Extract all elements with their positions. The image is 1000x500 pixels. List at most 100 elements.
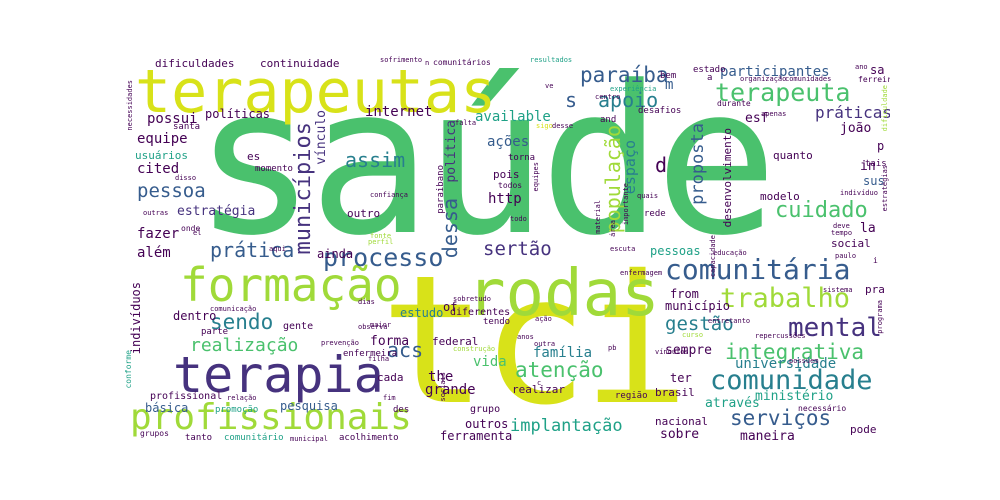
word-tais: tais <box>865 159 887 169</box>
word-realizacao: realização <box>190 335 299 356</box>
word-paraibano: paraibano <box>436 165 446 214</box>
word-material: material <box>594 200 602 234</box>
word-centro: centro <box>595 93 621 101</box>
word-quais: quais <box>637 192 659 200</box>
word-vinculo: vínculo <box>314 110 329 165</box>
word-terapia: terapia <box>173 346 384 404</box>
word-social: social <box>831 237 871 250</box>
word-m: m <box>665 77 674 93</box>
word-pratica: prática <box>210 238 295 262</box>
word-regiao: região <box>615 391 648 401</box>
word-promocao: promoção <box>215 405 259 415</box>
word-quanto: quanto <box>773 149 813 162</box>
word-i: i <box>873 256 878 265</box>
word-pb: pb <box>608 344 617 352</box>
word-outro: outro <box>347 207 381 220</box>
word-durante: durante <box>717 99 751 108</box>
word-in: in <box>860 159 876 174</box>
word-sobre: sobre <box>660 427 700 442</box>
word-sobretudo: sobretudo <box>453 295 491 303</box>
word-pra: pra <box>865 283 885 296</box>
word-tci: tci <box>380 237 689 444</box>
word-sus: sus <box>863 174 885 188</box>
word-grupo: grupo <box>470 404 501 415</box>
word-necessario: necessário <box>798 404 847 413</box>
word-sa: sa <box>870 63 885 77</box>
word-atencao: atenção <box>515 358 604 382</box>
word-familia: família <box>533 345 593 361</box>
word-pode: pode <box>850 423 877 436</box>
word-tempo: tempo <box>831 229 853 237</box>
word-politicas: políticas <box>205 107 271 121</box>
word-forma: forma <box>370 334 410 349</box>
word-paraiba: paraíba <box>580 63 669 87</box>
word-fazer: fazer <box>137 226 180 242</box>
word-relacao: relação <box>227 394 257 402</box>
word-the: the <box>428 369 454 385</box>
word-servicos: serviços <box>730 406 832 430</box>
word-aqui: aqui <box>269 245 286 253</box>
word-terapeutas: terapeutas <box>135 57 497 127</box>
word-desenvolvimento: desenvolvimento <box>721 128 734 228</box>
word-bem: bem <box>660 71 677 81</box>
word-ainda: ainda <box>317 247 354 261</box>
word-fim: fim <box>383 394 396 402</box>
word-sertao: sertão <box>483 238 552 260</box>
word-federal: federal <box>432 335 479 348</box>
word-parte: parte <box>201 327 229 337</box>
word-es: es <box>247 150 261 163</box>
word-pessoas: pessoas <box>650 244 701 258</box>
word-sigo: sigo <box>536 122 553 130</box>
word-municipal: municipal <box>290 435 328 443</box>
word-repercussoes: repercussões <box>755 332 806 340</box>
word-paulo: paulo <box>835 252 857 260</box>
word-comunitario: comunitário <box>224 433 284 443</box>
word-construcao: construção <box>453 345 496 353</box>
word-integrativa: integrativa <box>725 340 865 364</box>
word-saude: saúde <box>193 50 778 281</box>
word-vinculos: vínculos <box>655 348 689 356</box>
word-terapeuta: terapeuta <box>715 78 851 107</box>
word-experiencia: experiência <box>610 85 657 93</box>
word-praticas: práticas <box>815 103 890 122</box>
word-importante: importante <box>622 183 630 226</box>
word-necessidades: necessidades <box>126 80 134 131</box>
word-grupos: grupos <box>140 429 169 438</box>
word-sociais: sociais <box>439 372 447 402</box>
word-observa: observa <box>358 323 388 331</box>
word-profissionais: profissionais <box>130 397 412 438</box>
word-vida: vida <box>473 354 507 370</box>
word-area: área <box>609 220 617 237</box>
word-brasil: brasil <box>655 386 695 399</box>
word-sendo: sendo <box>210 310 274 334</box>
word-sempre: sempre <box>665 343 712 358</box>
word-sofrimento: sofrimento <box>380 56 423 64</box>
word-acs: acs <box>387 338 424 362</box>
word-anos: anos <box>517 333 534 341</box>
word-pesquisa: pesquisa <box>280 399 338 413</box>
word-comunicacao: comunicação <box>210 305 257 313</box>
word-estrategia: estratégia <box>177 204 256 219</box>
word-n: n <box>425 59 430 67</box>
word-alem: além <box>137 245 171 261</box>
word-tendo: tendo <box>483 317 511 327</box>
word-comunitaria: comunitária <box>665 253 851 286</box>
word-confianca: confiança <box>370 191 408 199</box>
word-continuidade: continuidade <box>260 57 340 70</box>
word-deve: deve <box>833 222 850 230</box>
word-s: s <box>565 88 578 112</box>
word-comunidades: comunidades <box>785 75 832 83</box>
word-possui: possui <box>147 111 198 127</box>
word-modelo: modelo <box>760 190 800 203</box>
word-from: from <box>670 287 699 301</box>
word-resultados: resultados <box>530 56 573 64</box>
word-http: http <box>488 191 522 207</box>
word-of: of <box>443 300 458 314</box>
word-capacidade: capacidade <box>709 235 717 278</box>
word-possuem: possuem <box>789 357 819 365</box>
word-disso: disso <box>175 174 197 182</box>
word-el: el <box>193 229 202 237</box>
word-dificuldades: dificuldades <box>155 57 235 70</box>
word-ve: ve <box>545 82 554 90</box>
